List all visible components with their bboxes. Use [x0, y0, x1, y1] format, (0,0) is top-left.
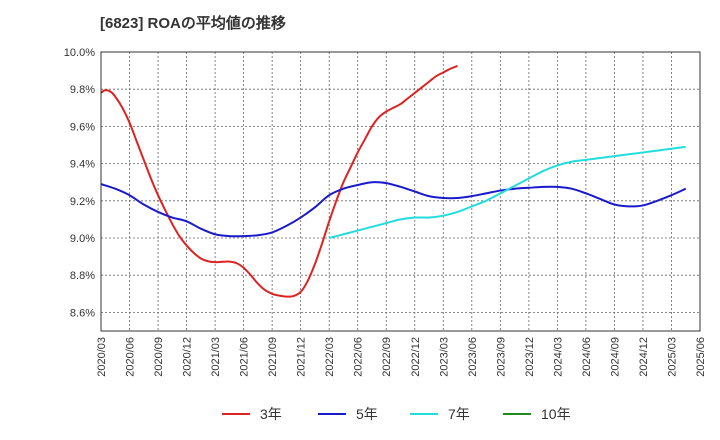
x-tick-label: 2023/06 [467, 337, 479, 377]
legend-item-3y: 3年 [222, 402, 282, 426]
series-line-5年 [100, 181, 687, 238]
x-tick-label: 2020/12 [182, 337, 194, 377]
y-tick-label: 9.0% [70, 233, 95, 245]
legend-item-7y: 7年 [410, 402, 470, 426]
legend: 3年 5年 7年 10年 [0, 402, 720, 426]
legend-swatch-10y [503, 413, 531, 415]
x-tick-label: 2024/06 [581, 337, 593, 377]
x-tick-label: 2021/09 [267, 337, 279, 377]
series-lines [100, 65, 687, 298]
x-tick-label: 2020/09 [153, 337, 165, 377]
y-tick-label: 8.8% [70, 270, 95, 282]
x-tick-label: 2025/03 [666, 337, 678, 377]
x-tick-label: 2022/12 [410, 337, 422, 377]
y-tick-label: 10.0% [64, 47, 95, 59]
roa-line-chart: 8.6% 8.8% 9.0% 9.2% 9.4% 9.6% 9.8% 10.0% 2020/0… [64, 47, 707, 377]
y-axis-tick-labels: 8.6% 8.8% 9.0% 9.2% 9.4% 9.6% 9.8% 10.0% [64, 47, 95, 319]
legend-label-7y: 7年 [448, 406, 470, 422]
x-tick-label: 2023/12 [524, 337, 536, 377]
series-line-7年 [328, 145, 686, 239]
legend-label-10y: 10年 [541, 406, 571, 422]
y-tick-label: 8.6% [70, 307, 95, 319]
y-tick-label: 9.2% [70, 196, 95, 208]
x-tick-label: 2021/12 [296, 337, 308, 377]
x-axis-tick-labels: 2020/03 2020/06 2020/09 2020/12 2021/03 2021/… [96, 337, 707, 377]
x-tick-label: 2024/09 [609, 337, 621, 377]
x-tick-label: 2022/06 [353, 337, 365, 377]
legend-label-5y: 5年 [356, 406, 378, 422]
x-tick-label: 2020/03 [96, 337, 108, 377]
x-tick-label: 2021/03 [210, 337, 222, 377]
x-tick-label: 2023/09 [495, 337, 507, 377]
x-tick-label: 2025/06 [695, 337, 707, 377]
legend-swatch-3y [222, 413, 250, 415]
x-tick-label: 2022/03 [324, 337, 336, 377]
x-tick-label: 2023/03 [438, 337, 450, 377]
x-tick-label: 2024/12 [638, 337, 650, 377]
legend-swatch-5y [318, 413, 346, 415]
y-tick-label: 9.4% [70, 159, 95, 171]
legend-swatch-7y [410, 413, 438, 415]
y-tick-label: 9.6% [70, 121, 95, 133]
x-tick-label: 2020/06 [125, 337, 137, 377]
y-tick-label: 9.8% [70, 84, 95, 96]
x-tick-label: 2024/03 [552, 337, 564, 377]
x-tick-label: 2022/09 [381, 337, 393, 377]
grid-lines [100, 51, 701, 331]
legend-item-10y: 10年 [503, 402, 571, 426]
legend-item-5y: 5年 [318, 402, 378, 426]
plot-frame [100, 51, 701, 332]
series-line-3年 [100, 65, 458, 298]
legend-label-3y: 3年 [260, 406, 282, 422]
x-tick-label: 2021/06 [239, 337, 251, 377]
chart-title: [6823] ROAの平均値の推移 [100, 15, 286, 32]
